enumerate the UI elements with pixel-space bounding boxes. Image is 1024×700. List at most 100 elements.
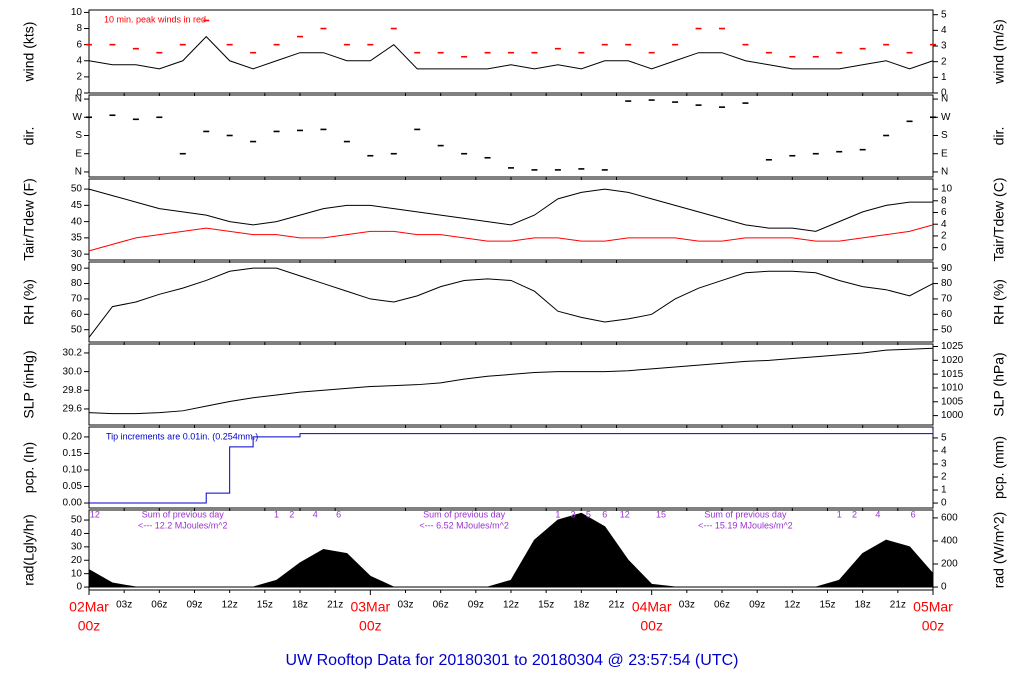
day-note: Sum of previous day xyxy=(423,509,506,519)
data-line xyxy=(88,224,934,252)
day-note: <--- 15.19 MJoules/m^2 xyxy=(698,520,793,530)
hour-mark: 6 xyxy=(336,509,341,519)
day-note: <--- 12.2 MJoules/m^2 xyxy=(138,520,228,530)
y-tick-label: 8 xyxy=(76,23,82,34)
y2-tick-label: 1025 xyxy=(941,341,964,352)
hour-mark: 15 xyxy=(656,509,666,519)
footer-title: UW Rooftop Data for 20180301 to 20180304… xyxy=(286,652,739,669)
y2-tick-label: 200 xyxy=(941,559,958,570)
date-tick-hour: 00z xyxy=(922,618,945,634)
y-tick-label: 0.20 xyxy=(63,432,83,443)
y-axis-label: rad(Lgly/hr) xyxy=(21,514,37,586)
date-tick-hour: 00z xyxy=(78,618,101,634)
y2-tick-label: 8 xyxy=(941,195,947,206)
x-tick-label: 21z xyxy=(327,600,343,611)
y-tick-label: 0.15 xyxy=(63,448,83,459)
y-tick-label: 0.00 xyxy=(63,498,83,509)
y2-tick-label: 5 xyxy=(941,9,947,20)
y-tick-label: 40 xyxy=(71,216,83,227)
panel-note: 10 min. peak winds in red xyxy=(104,14,206,24)
data-line xyxy=(88,267,934,338)
x-tick-label: 12z xyxy=(222,600,238,611)
y2-tick-label: W xyxy=(941,112,951,123)
y2-axis-label: SLP (hPa) xyxy=(991,352,1007,416)
y2-tick-label: 2 xyxy=(941,472,947,483)
day-note: <--- 6.52 MJoules/m^2 xyxy=(419,520,509,530)
y2-tick-label: E xyxy=(941,148,948,159)
y-tick-label: 0 xyxy=(76,88,82,99)
y-tick-label: 0.05 xyxy=(63,481,83,492)
hour-mark: 1 xyxy=(837,509,842,519)
y-tick-label: 10 xyxy=(71,7,83,18)
y-tick-label: 0.10 xyxy=(63,465,83,476)
y2-tick-label: 5 xyxy=(941,433,947,444)
y-tick-label: 20 xyxy=(71,555,83,566)
y-axis-label: SLP (inHg) xyxy=(21,350,37,418)
x-tick-label: 06z xyxy=(433,600,449,611)
y2-tick-label: 1020 xyxy=(941,355,964,366)
hour-mark: 1 xyxy=(555,509,560,519)
y2-axis-label: pcp. (mm) xyxy=(991,436,1007,499)
y-tick-label: 10 xyxy=(71,568,83,579)
y2-tick-label: 2 xyxy=(941,231,947,242)
data-line xyxy=(88,188,933,232)
y-tick-label: 70 xyxy=(71,294,83,305)
y-tick-label: N xyxy=(75,167,82,178)
hour-mark: 3 xyxy=(571,509,576,519)
y2-tick-label: 1015 xyxy=(941,369,964,380)
hour-mark: 6 xyxy=(911,509,916,519)
hour-mark: 2 xyxy=(852,509,857,519)
y2-axis-label: RH (%) xyxy=(991,279,1007,325)
hour-mark: 12 xyxy=(90,509,100,519)
y-axis-label: RH (%) xyxy=(21,279,37,325)
y2-tick-label: 50 xyxy=(941,324,953,335)
panel-note: Tip increments are 0.01in. (0.254mm.) xyxy=(106,431,258,441)
x-tick-label: 15z xyxy=(538,600,554,611)
data-area xyxy=(88,512,934,588)
date-tick-label: 02Mar xyxy=(69,599,109,615)
y-tick-label: 60 xyxy=(71,309,83,320)
date-tick-label: 05Mar xyxy=(913,599,953,615)
x-tick-label: 09z xyxy=(749,600,765,611)
y-tick-label: 29.6 xyxy=(63,404,83,415)
y-tick-label: 30.0 xyxy=(63,366,83,377)
data-line xyxy=(88,35,934,70)
y-tick-label: 45 xyxy=(71,200,83,211)
y2-tick-label: 0 xyxy=(941,88,947,99)
date-tick-hour: 00z xyxy=(359,618,382,634)
y-axis-label: Tair/Tdew (F) xyxy=(21,178,37,260)
hour-mark: 12 xyxy=(620,509,630,519)
y2-tick-label: 1 xyxy=(941,485,947,496)
y-tick-label: 50 xyxy=(71,324,83,335)
x-tick-label: 12z xyxy=(784,600,800,611)
y2-tick-label: 0 xyxy=(941,582,947,593)
y-tick-label: W xyxy=(73,112,83,123)
y-tick-label: 4 xyxy=(76,55,82,66)
x-tick-label: 18z xyxy=(292,600,308,611)
y2-tick-label: 4 xyxy=(941,219,947,230)
y-tick-label: 0 xyxy=(76,582,82,593)
y2-tick-label: 0 xyxy=(941,242,947,253)
y-tick-label: 6 xyxy=(76,39,82,50)
y2-tick-label: 400 xyxy=(941,536,958,547)
day-note: Sum of previous day xyxy=(142,509,225,519)
y-axis-label: pcp. (In) xyxy=(21,442,37,493)
y-tick-label: 29.8 xyxy=(63,385,83,396)
x-tick-label: 12z xyxy=(503,600,519,611)
x-tick-label: 15z xyxy=(819,600,835,611)
x-tick-label: 06z xyxy=(714,600,730,611)
x-tick-label: 21z xyxy=(608,600,624,611)
y-tick-label: 80 xyxy=(71,278,83,289)
hour-mark: 2 xyxy=(289,509,294,519)
y2-tick-label: S xyxy=(941,130,948,141)
y-axis-label: dir. xyxy=(21,127,37,146)
y-tick-label: 2 xyxy=(76,72,82,83)
y-tick-label: E xyxy=(75,148,82,159)
y2-tick-label: 6 xyxy=(941,207,947,218)
x-tick-label: 21z xyxy=(890,600,906,611)
y2-axis-label: Tair/Tdew (C) xyxy=(991,177,1007,261)
data-line xyxy=(89,430,934,504)
